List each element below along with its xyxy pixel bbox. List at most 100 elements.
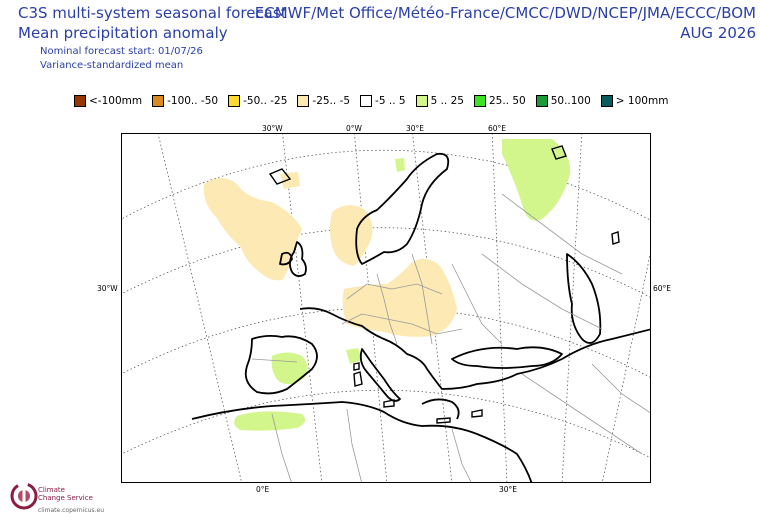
scandinavia-coast: [355, 152, 450, 265]
country-border: [501, 193, 623, 275]
map-subtitle: Mean precipitation anomaly: [18, 24, 228, 42]
legend-swatch: [535, 95, 548, 107]
grid-label-left-30w: 30°W: [97, 284, 118, 293]
cyprus-coast: [471, 409, 483, 418]
north-africa-coast: [191, 401, 533, 482]
great-britain-coast: [289, 241, 307, 277]
forecast-start-note: Nominal forecast start: 01/07/26: [40, 46, 203, 57]
legend-swatch: [473, 95, 486, 107]
black-sea-coast: [451, 346, 563, 369]
legend-label: 25.. 50: [488, 95, 526, 107]
legend-swatch: [228, 95, 241, 107]
caspian-coast: [566, 253, 602, 344]
map-panel: [121, 133, 651, 483]
legend-item: -50.. -25: [228, 95, 287, 107]
country-border: [521, 373, 643, 455]
legend-swatch: [74, 95, 86, 107]
forecast-month: AUG 2026: [680, 24, 756, 42]
legend-swatch: [152, 95, 165, 107]
legend-item: -100.. -50: [152, 95, 218, 107]
crete-coast: [436, 417, 451, 424]
mainland-coast: [299, 307, 650, 390]
coastlines: [191, 152, 650, 482]
anomaly-shading: [203, 139, 571, 431]
legend-label: 50..100: [550, 95, 591, 107]
legend-swatch: [415, 95, 428, 107]
legend-item: -5 .. 5: [360, 95, 406, 107]
grid-label-top-30e: 30°E: [406, 124, 425, 133]
wet-anomaly-north-africa: [234, 411, 306, 431]
iberia-coast: [244, 334, 318, 395]
legend-label: -5 .. 5: [375, 95, 406, 107]
legend-label: -100.. -50: [167, 95, 219, 107]
wet-anomaly-alps: [346, 348, 362, 364]
map-svg: [122, 134, 650, 482]
legend-item: -25.. -5: [297, 95, 350, 107]
ireland-coast: [279, 251, 293, 266]
method-note: Variance-standardized mean: [40, 60, 184, 71]
legend-label: <-100mm: [89, 95, 143, 107]
islands: [268, 145, 620, 424]
grid-label-top-0: 0°W: [346, 124, 362, 133]
graticule-lat-line: [122, 307, 650, 378]
legend-item: <-100mm: [74, 95, 142, 107]
eastern-lake-coast: [611, 231, 620, 245]
grid-label-top-30w: 30°W: [262, 124, 283, 133]
grid-label-top-60e: 60°E: [488, 124, 507, 133]
graticule-lat-line: [122, 389, 650, 458]
legend-item: 50..100: [535, 95, 591, 107]
copernicus-logo: [10, 482, 38, 510]
legend-item: 25.. 50: [473, 95, 526, 107]
country-borders: [251, 193, 650, 482]
iceland-coast: [268, 168, 292, 185]
logo-line2: Change Service: [38, 494, 93, 502]
wet-anomaly-norway: [395, 158, 405, 172]
country-border: [451, 428, 472, 482]
dry-anomaly-atlantic: [203, 178, 302, 281]
arctic-island-coast: [551, 145, 567, 160]
graticule-lon-line: [561, 134, 583, 482]
country-border: [251, 358, 298, 363]
dry-anomaly-iceland: [280, 172, 300, 189]
country-border: [341, 313, 463, 335]
logo-line1: Climate: [38, 486, 65, 494]
graticule-lat-line: [122, 149, 650, 221]
graticule-lon-line: [157, 134, 242, 482]
legend-label: 5 .. 25: [430, 95, 464, 107]
legend-item: > 100mm: [600, 95, 668, 107]
country-border: [411, 253, 433, 345]
copernicus-logo-mark: [10, 482, 38, 510]
graticule-lon-line: [354, 134, 388, 482]
legend: <-100mm -100.. -50 -50.. -25 -25.. -5 -5 .. …: [74, 93, 678, 109]
legend-label: -50.. -25: [243, 95, 288, 107]
systems-list: ECMWF/Met Office/Météo-France/CMCC/DWD/N…: [254, 4, 756, 22]
east-med-coast: [421, 398, 460, 420]
grid-label-bottom-30e: 30°E: [499, 485, 518, 494]
wet-anomaly-iberia: [271, 352, 308, 385]
sardinia-coast: [353, 371, 363, 387]
grid-label-right-60e: 60°E: [653, 284, 672, 293]
legend-swatch: [297, 95, 310, 107]
country-border: [346, 283, 443, 300]
graticule: [122, 134, 650, 482]
country-border: [271, 413, 292, 482]
logo-url: climate.copernicus.eu: [38, 507, 105, 514]
country-border: [481, 253, 603, 330]
legend-swatch: [360, 95, 373, 107]
country-border: [376, 273, 398, 345]
country-border: [451, 263, 503, 345]
graticule-lon-line: [602, 253, 650, 482]
grid-label-bottom-0: 0°E: [256, 485, 270, 494]
italy-coast: [359, 348, 401, 402]
graticule-lon-line: [491, 134, 508, 482]
legend-item: 5 .. 25: [415, 95, 464, 107]
graticule-lat-line: [122, 227, 650, 298]
legend-label: -25.. -5: [312, 95, 351, 107]
legend-swatch: [600, 95, 613, 107]
dry-anomaly-central-europe: [342, 258, 457, 337]
country-border: [591, 363, 650, 414]
country-border: [346, 408, 362, 482]
sicily-coast: [383, 399, 395, 408]
map-title: C3S multi-system seasonal forecast: [18, 4, 287, 22]
corsica-coast: [353, 362, 360, 371]
